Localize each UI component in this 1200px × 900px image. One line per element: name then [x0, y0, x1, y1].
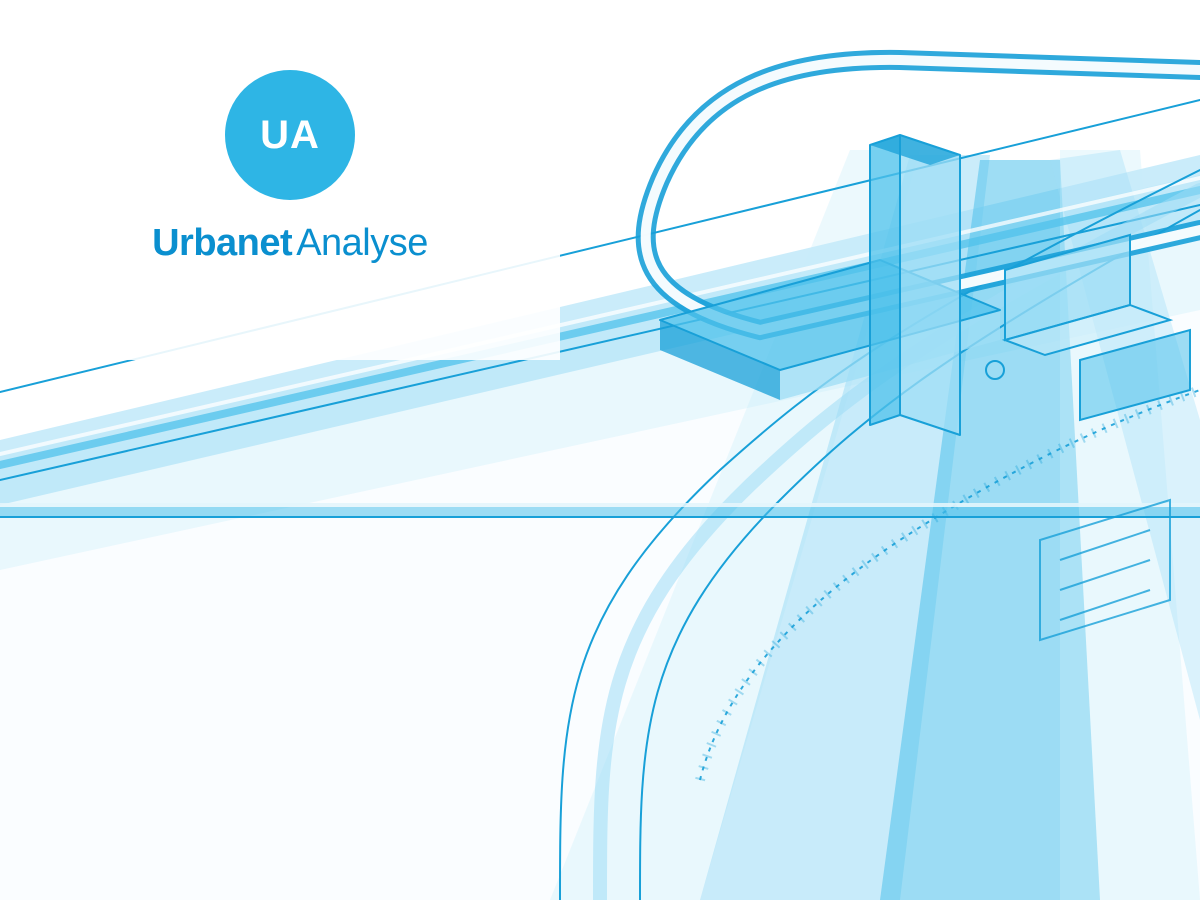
brand-word-1: Urbanet	[152, 222, 292, 264]
brand-badge: UA	[225, 70, 355, 200]
splash-canvas: UA UrbanetAnalyse	[0, 0, 1200, 900]
brand-badge-text: UA	[260, 113, 320, 158]
brand-wordmark: UrbanetAnalyse	[110, 222, 470, 265]
brand-word-2: Analyse	[296, 222, 428, 264]
brand-block: UA UrbanetAnalyse	[110, 70, 470, 265]
